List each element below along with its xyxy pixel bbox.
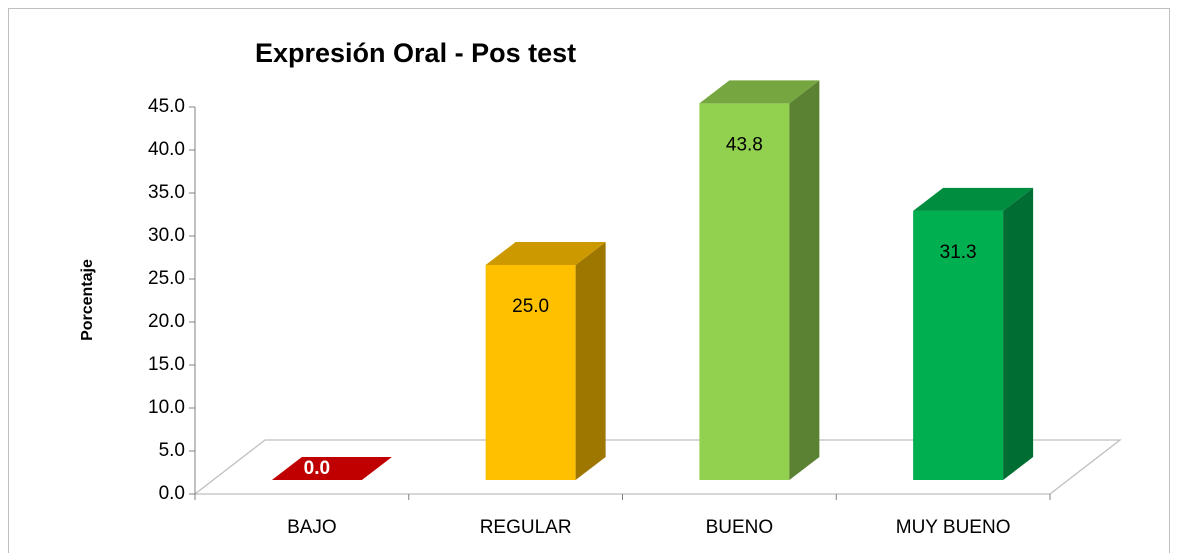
y-tick-label: 10.0: [148, 397, 185, 418]
y-tick-label: 20.0: [148, 311, 185, 332]
bar-side: [789, 80, 820, 480]
bar-front: [485, 265, 576, 480]
y-axis-label: Porcentaje: [79, 259, 96, 341]
x-tick-label: REGULAR: [480, 517, 572, 538]
y-tick-label: 25.0: [148, 268, 185, 289]
y-tick-label: 30.0: [148, 225, 185, 246]
value-label: 0.0: [304, 458, 330, 479]
bar-front: [699, 103, 790, 480]
y-tick-label: 40.0: [148, 139, 185, 160]
x-tick-label: MUY BUENO: [896, 517, 1011, 538]
y-tick-label: 5.0: [159, 440, 185, 461]
bar-top: [271, 457, 392, 480]
bar-side: [1003, 187, 1034, 480]
y-tick-label: 0.0: [159, 483, 185, 504]
y-tick-label: 35.0: [148, 182, 185, 203]
floor: [193, 439, 1122, 495]
x-tick-label: BAJO: [287, 517, 337, 538]
bar-top: [913, 187, 1034, 211]
chart-title: Expresión Oral - Pos test: [255, 38, 576, 68]
value-label: 25.0: [512, 296, 549, 317]
x-tick-label: BUENO: [706, 517, 774, 538]
value-label: 31.3: [940, 242, 977, 263]
bar-front: [913, 210, 1004, 480]
bar-side: [575, 242, 606, 480]
bar-top: [485, 242, 606, 265]
value-label: 43.8: [726, 134, 763, 155]
y-tick-label: 45.0: [148, 96, 185, 117]
y-tick-label: 15.0: [148, 354, 185, 375]
bar-top: [699, 80, 820, 104]
